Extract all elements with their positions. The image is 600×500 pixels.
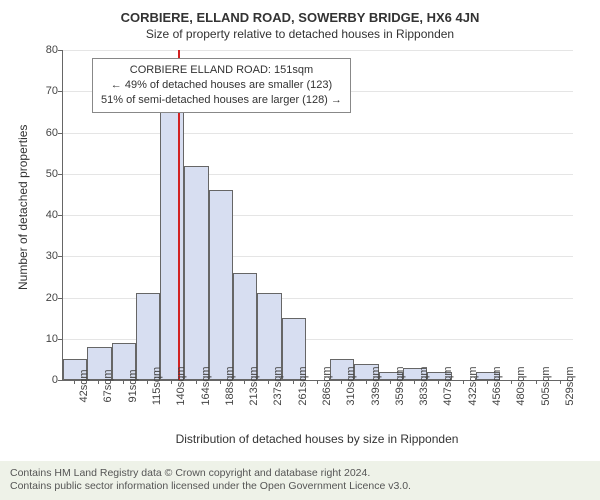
- xtick-mark: [463, 380, 464, 384]
- ytick-label: 50: [28, 168, 58, 180]
- xtick-mark: [511, 380, 512, 384]
- xtick-mark: [74, 380, 75, 384]
- xtick-mark: [293, 380, 294, 384]
- xtick-label: 359sqm: [394, 366, 406, 405]
- xtick-label: 42sqm: [78, 369, 90, 402]
- xtick-label: 529sqm: [564, 366, 576, 405]
- xtick-label: 213sqm: [248, 366, 260, 405]
- ytick-label: 10: [28, 333, 58, 345]
- xtick-mark: [171, 380, 172, 384]
- grid-line: [63, 50, 573, 51]
- ytick-label: 60: [28, 127, 58, 139]
- xtick-label: 164sqm: [200, 366, 212, 405]
- xtick-mark: [536, 380, 537, 384]
- grid-line: [63, 215, 573, 216]
- xtick-mark: [123, 380, 124, 384]
- xtick-mark: [220, 380, 221, 384]
- xtick-mark: [147, 380, 148, 384]
- xtick-label: 140sqm: [175, 366, 187, 405]
- histogram-bar: [233, 273, 257, 380]
- xtick-mark: [438, 380, 439, 384]
- xtick-label: 237sqm: [272, 366, 284, 405]
- ytick-label: 70: [28, 85, 58, 97]
- ytick-label: 30: [28, 250, 58, 262]
- xtick-mark: [414, 380, 415, 384]
- xtick-label: 480sqm: [515, 366, 527, 405]
- xtick-mark: [317, 380, 318, 384]
- histogram-bar: [184, 166, 208, 381]
- xtick-label: 188sqm: [224, 366, 236, 405]
- ytick-label: 40: [28, 209, 58, 221]
- chart-title: CORBIERE, ELLAND ROAD, SOWERBY BRIDGE, H…: [0, 0, 600, 25]
- xtick-mark: [98, 380, 99, 384]
- y-axis-label: Number of detached properties: [16, 125, 30, 290]
- xtick-label: 339sqm: [370, 366, 382, 405]
- xtick-mark: [366, 380, 367, 384]
- xtick-mark: [487, 380, 488, 384]
- grid-line: [63, 256, 573, 257]
- xtick-mark: [560, 380, 561, 384]
- ytick-label: 20: [28, 292, 58, 304]
- xtick-label: 67sqm: [102, 369, 114, 402]
- xtick-label: 456sqm: [491, 366, 503, 405]
- histogram-bar: [209, 190, 233, 380]
- xtick-mark: [268, 380, 269, 384]
- ytick-label: 0: [28, 374, 58, 386]
- annotation-line1: CORBIERE ELLAND ROAD: 151sqm: [101, 63, 342, 78]
- grid-line: [63, 133, 573, 134]
- xtick-label: 505sqm: [540, 366, 552, 405]
- xtick-mark: [390, 380, 391, 384]
- annotation-box: CORBIERE ELLAND ROAD: 151sqm ← 49% of de…: [92, 58, 351, 113]
- x-axis-label: Distribution of detached houses by size …: [62, 432, 572, 446]
- xtick-mark: [341, 380, 342, 384]
- xtick-mark: [196, 380, 197, 384]
- footer-line2: Contains public sector information licen…: [10, 480, 590, 494]
- xtick-label: 407sqm: [442, 366, 454, 405]
- xtick-label: 432sqm: [467, 366, 479, 405]
- chart-subtitle: Size of property relative to detached ho…: [0, 25, 600, 41]
- xtick-mark: [244, 380, 245, 384]
- xtick-label: 91sqm: [127, 369, 139, 402]
- grid-line: [63, 174, 573, 175]
- histogram-bar: [160, 108, 184, 380]
- footer-line1: Contains HM Land Registry data © Crown c…: [10, 467, 590, 481]
- footer: Contains HM Land Registry data © Crown c…: [0, 461, 600, 500]
- xtick-label: 115sqm: [151, 367, 163, 405]
- xtick-label: 261sqm: [297, 366, 309, 405]
- ytick-label: 80: [28, 44, 58, 56]
- annotation-line3: 51% of semi-detached houses are larger (…: [101, 93, 342, 108]
- xtick-label: 286sqm: [321, 366, 333, 405]
- annotation-line2: ← 49% of detached houses are smaller (12…: [101, 78, 342, 93]
- xtick-label: 383sqm: [418, 366, 430, 405]
- chart-container: CORBIERE, ELLAND ROAD, SOWERBY BRIDGE, H…: [0, 0, 600, 500]
- xtick-label: 310sqm: [345, 366, 357, 405]
